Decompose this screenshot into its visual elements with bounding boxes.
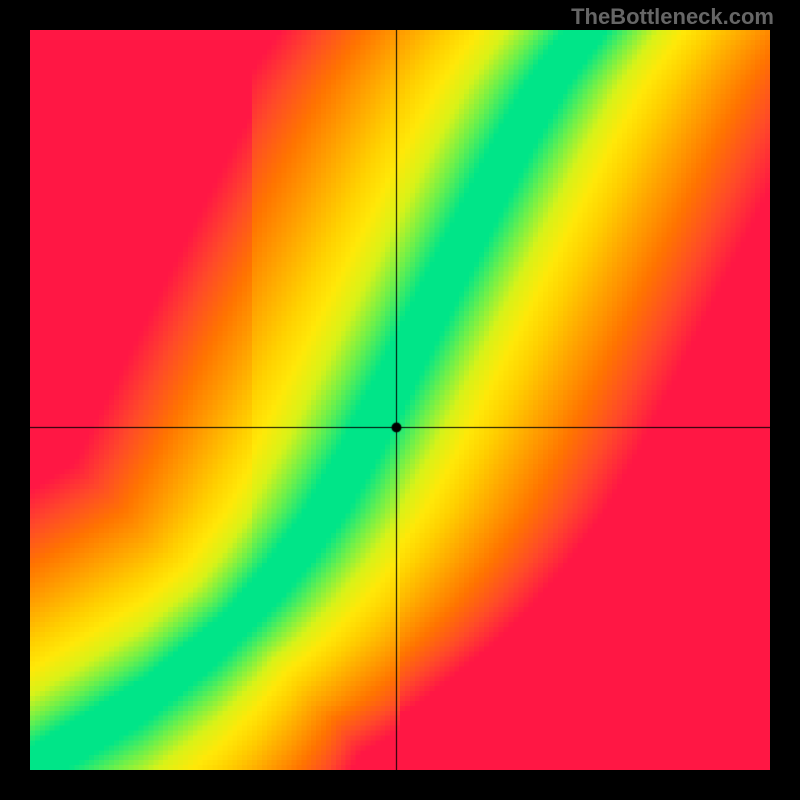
chart-container: TheBottleneck.com xyxy=(0,0,800,800)
crosshair-overlay xyxy=(30,30,770,770)
watermark-label: TheBottleneck.com xyxy=(571,4,774,30)
